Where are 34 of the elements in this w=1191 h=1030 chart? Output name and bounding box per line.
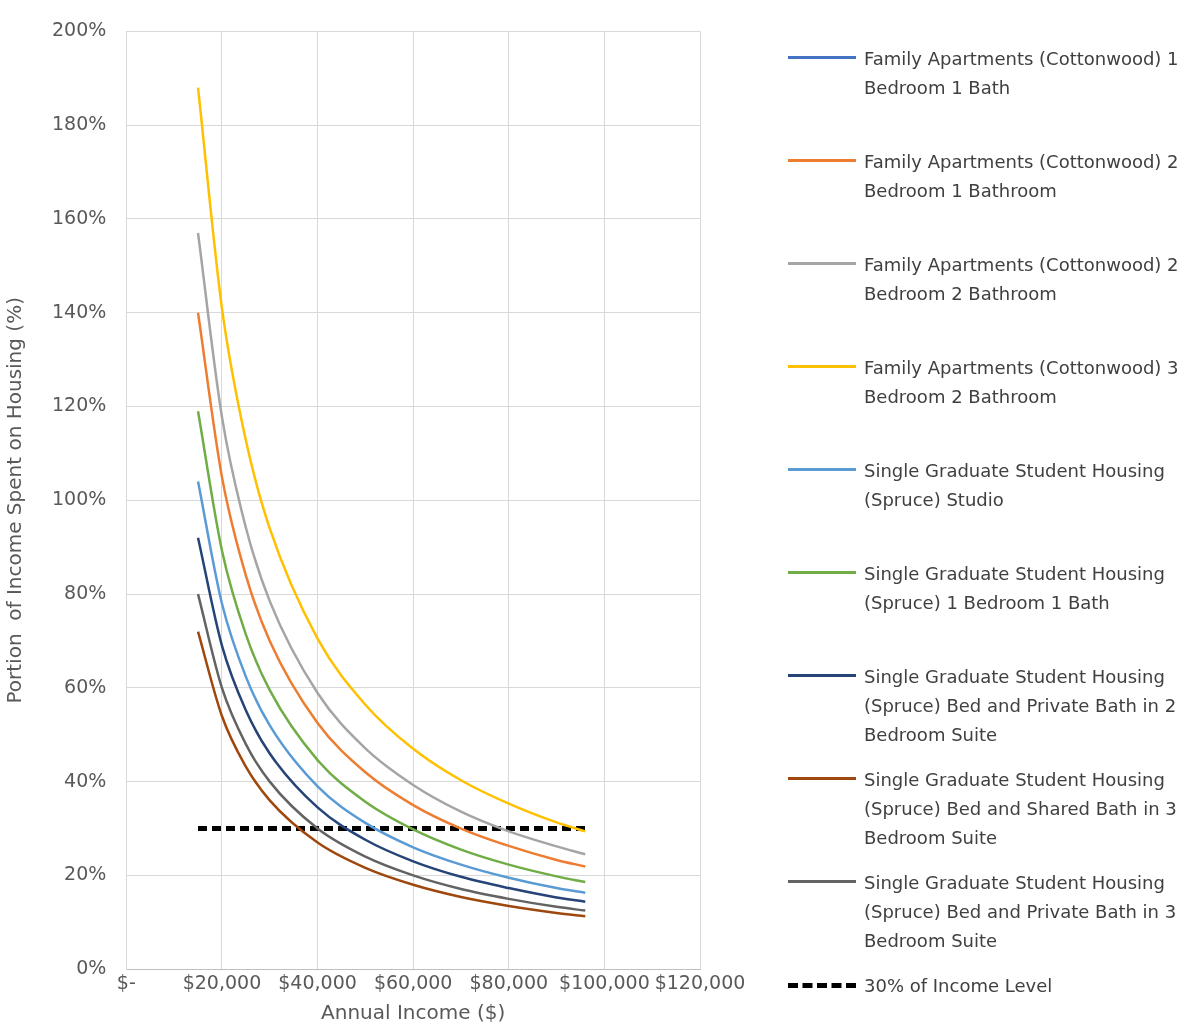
y-tick-label: 40% [64, 768, 107, 791]
x-tick-label: $60,000 [373, 970, 453, 993]
y-tick-label: 0% [76, 956, 107, 979]
y-tick-label: 200% [51, 18, 107, 41]
y-tick-label: 60% [64, 674, 107, 697]
y-axis-title: Portion of Income Spent on Housing (%) [2, 297, 27, 704]
x-tick-label: $120,000 [654, 970, 746, 993]
y-tick-label: 160% [51, 205, 107, 228]
legend-label: Single Graduate Student Housing (Spruce) Bed and Private Bath in 3 Bedroom Suite [864, 871, 1178, 953]
y-tick-label: 180% [51, 112, 107, 135]
x-axis-title: Annual Income ($) [321, 1000, 506, 1025]
legend-label: Family Apartments (Cottonwood) 2 Bedroom 2 Bathroom [864, 253, 1180, 306]
y-tick-label: 120% [51, 393, 107, 416]
line-series [196, 480, 587, 895]
x-tick-label: $100,000 [559, 970, 650, 993]
line-series [196, 86, 587, 833]
x-tick-label: $20,000 [182, 970, 262, 993]
line-series [196, 409, 587, 884]
y-tick-label: 20% [64, 862, 107, 885]
y-tick-label: 80% [64, 581, 107, 604]
legend-label: 30% of Income Level [864, 974, 1053, 998]
legend-label: Family Apartments (Cottonwood) 2 Bedroom 1 Bathroom [864, 150, 1180, 203]
line-series [196, 536, 587, 903]
legend-label: Family Apartments (Cottonwood) 1 Bedroom 1 Bath [864, 47, 1180, 100]
x-tick-label: $- [116, 970, 136, 993]
legend-label: Single Graduate Student Housing (Spruce) 1 Bedroom 1 Bath [864, 562, 1166, 615]
x-tick-label: $40,000 [278, 970, 357, 993]
legend-label: Family Apartments (Cottonwood) 3 Bedroom 2 Bathroom [864, 356, 1180, 409]
legend-label: Single Graduate Student Housing (Spruce) Bed and Private Bath in 2 Bedroom Suite [864, 665, 1178, 747]
y-tick-label: 140% [51, 299, 107, 322]
legend-label: Single Graduate Student Housing (Spruce) Bed and Shared Bath in 3 Bedroom Suite [864, 768, 1178, 850]
legend-label: Single Graduate Student Housing (Spruce) Studio [864, 459, 1166, 512]
x-tick-label: $80,000 [469, 970, 549, 993]
y-tick-label: 100% [51, 487, 107, 510]
